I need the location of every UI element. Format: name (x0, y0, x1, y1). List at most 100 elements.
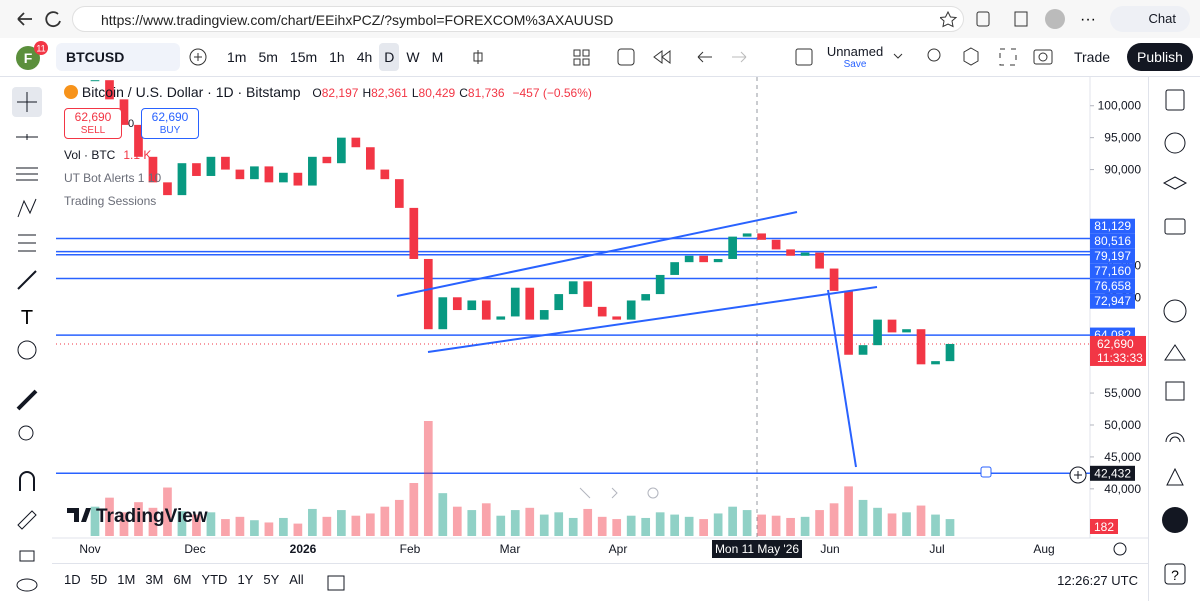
candle (510, 287, 520, 317)
candle (597, 306, 607, 317)
broadcast-icon[interactable] (1165, 432, 1185, 443)
interval-button[interactable]: 5m (258, 49, 278, 65)
interval-button[interactable]: 4h (356, 49, 373, 65)
scroll-arrows[interactable] (579, 487, 618, 499)
symbol-title[interactable]: Bitcoin / U.S. Dollar · 1D · Bitstamp (81, 84, 301, 100)
layout-icon[interactable] (573, 49, 581, 57)
candle (148, 156, 158, 183)
candle (423, 258, 433, 330)
calendar-icon[interactable] (1165, 381, 1185, 401)
chat-icon[interactable] (1164, 218, 1186, 235)
notifications-icon[interactable] (1166, 467, 1184, 486)
symbol-search[interactable]: BTCUSD (56, 43, 180, 71)
range-button[interactable]: 3M (145, 572, 164, 587)
snapshot-icon[interactable] (1033, 49, 1053, 65)
settings-icon[interactable] (963, 47, 979, 66)
axis-settings[interactable] (1113, 542, 1127, 556)
candle (800, 252, 810, 256)
candle (945, 343, 955, 362)
volume-bar (148, 507, 158, 536)
watermark-text: TradingView (96, 506, 208, 527)
apps-icon[interactable] (1162, 507, 1188, 533)
dropdown-icon[interactable] (893, 53, 903, 59)
range-button[interactable]: 1M (117, 572, 136, 587)
volume-bar (206, 512, 216, 536)
range-button[interactable]: 5D (90, 572, 108, 587)
replay-icon[interactable] (653, 50, 671, 64)
candle (829, 268, 839, 291)
streams-icon[interactable] (1164, 344, 1186, 361)
trendline-tool[interactable] (16, 134, 38, 140)
chat-button[interactable]: Chat (1110, 6, 1190, 32)
buy-button[interactable]: 62,690 BUY (141, 108, 199, 139)
magnet-tool[interactable] (19, 471, 35, 491)
range-button[interactable]: YTD (201, 572, 228, 587)
undo-icon[interactable] (697, 51, 712, 63)
interval-button[interactable]: M (431, 49, 444, 65)
lock-tool[interactable] (19, 550, 35, 562)
interval-button[interactable]: D (379, 43, 400, 71)
fullscreen-icon[interactable] (999, 48, 1017, 66)
sidebar-icons: ? (1162, 89, 1188, 585)
icon-tool[interactable] (17, 340, 37, 360)
save-label[interactable]: Save (843, 59, 867, 70)
y-tick-label: 55,000 (1104, 386, 1141, 400)
back-icon[interactable] (17, 12, 32, 26)
crosshair-tool[interactable] (17, 92, 37, 112)
candle (308, 156, 317, 186)
pattern-tool[interactable] (17, 198, 37, 218)
text-tool[interactable]: T (21, 307, 33, 329)
projection-line[interactable] (827, 289, 857, 468)
profile-icon[interactable] (1045, 9, 1065, 29)
candle (134, 124, 143, 157)
favorites-icon[interactable] (1014, 11, 1028, 27)
menu-icon[interactable]: ··· (1080, 11, 1096, 28)
alerts-icon[interactable] (1164, 132, 1186, 154)
ideas-icon[interactable] (1163, 299, 1187, 323)
channel-upper[interactable] (396, 211, 798, 297)
range-button[interactable]: All (289, 572, 304, 587)
forecast-tool[interactable] (18, 234, 36, 252)
channel-lower[interactable] (427, 286, 878, 353)
interval-button[interactable]: 15m (289, 49, 318, 65)
extension-icon[interactable] (976, 11, 990, 27)
redo-icon[interactable] (732, 51, 747, 63)
clock[interactable]: 12:26:27 UTC (1057, 573, 1138, 588)
reset-button[interactable] (647, 487, 659, 499)
volume-bar (365, 513, 375, 536)
sell-button[interactable]: 62,690 SELL (64, 108, 122, 139)
layers-icon[interactable] (1162, 176, 1188, 190)
range-button[interactable]: 6M (173, 572, 192, 587)
range-button[interactable]: 1Y (237, 572, 254, 587)
interval-button[interactable]: 1h (329, 49, 345, 65)
address-bar[interactable]: https://www.tradingview.com/chart/EEihxP… (72, 6, 964, 32)
watchlist-icon[interactable] (1165, 89, 1185, 111)
chart-type-icon[interactable] (473, 50, 483, 64)
candle (409, 207, 419, 259)
brush-tool[interactable] (17, 270, 37, 290)
layout-name[interactable]: Unnamed (826, 44, 884, 59)
interval-button[interactable]: W (406, 49, 420, 65)
range-button[interactable]: 1D (64, 572, 81, 587)
range-button[interactable]: 5Y (263, 572, 280, 587)
layout-checkbox[interactable] (795, 48, 813, 66)
publish-button[interactable]: Publish (1127, 43, 1193, 71)
line-handle[interactable] (980, 466, 992, 478)
help-icon[interactable] (1164, 563, 1186, 585)
visibility-tool[interactable] (16, 578, 38, 592)
measure-tool[interactable] (16, 389, 38, 411)
ohlc: O82,197 H82,361 L80,429 C81,736 (312, 86, 508, 100)
trade-button[interactable]: Trade (1073, 49, 1111, 65)
favorite-icon[interactable] (940, 10, 958, 28)
alert-icon[interactable] (617, 48, 635, 66)
interval-button[interactable]: 1m (227, 49, 247, 65)
fib-tool[interactable] (16, 167, 38, 181)
reload-icon[interactable] (45, 11, 61, 28)
lock-drawing-tool[interactable] (17, 510, 37, 530)
goto-date-icon[interactable] (326, 572, 348, 594)
zoom-tool[interactable] (18, 425, 34, 441)
indicators-icon[interactable] (927, 48, 941, 62)
avatar[interactable]: F 11 (12, 40, 52, 74)
compare-icon[interactable] (189, 48, 207, 66)
candle (337, 137, 346, 164)
